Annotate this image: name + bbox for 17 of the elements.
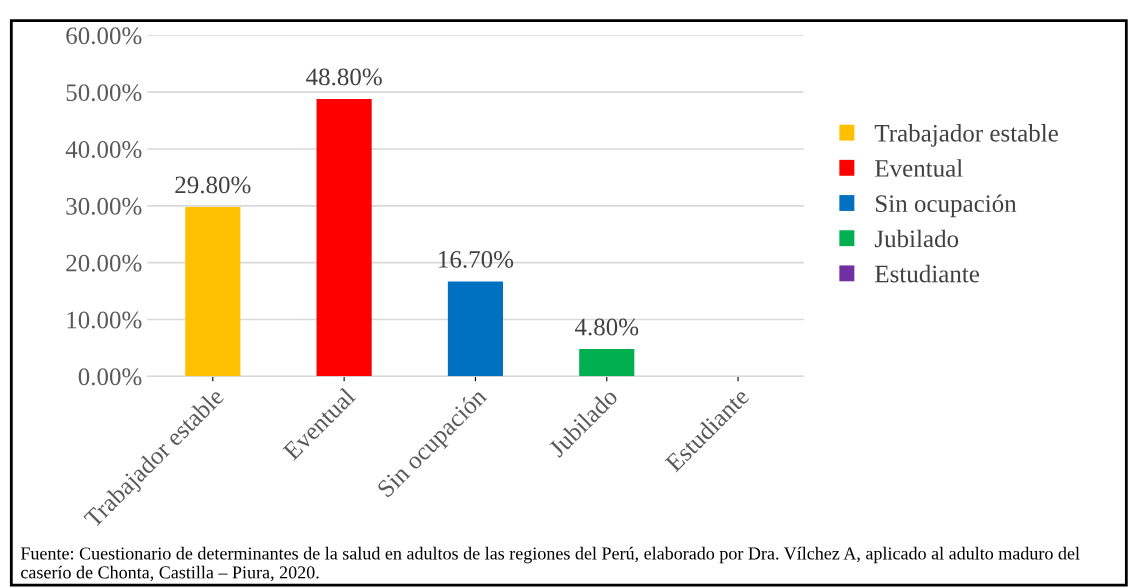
y-tick-label: 0.00% xyxy=(78,368,142,386)
y-tick-label: 40.00% xyxy=(65,141,142,158)
y-tick-label: 10.00% xyxy=(67,311,142,329)
legend-label: Estudiante xyxy=(875,264,980,283)
data-label: 16.70% xyxy=(439,250,514,268)
data-label: 48.80% xyxy=(306,68,382,86)
y-tick-label: 60.00% xyxy=(66,27,142,45)
legend-label: Jubilado xyxy=(874,229,959,248)
source-note: Fuente: Cuestionario de determinantes de la salud en adultos de las regiones del Perú, elaborado por Dra. Vílchez A, aplicado al adulto maduro del caserío de Chonta, Castilla – Piura, 2020. xyxy=(20,546,1080,582)
legend-label: Trabajador estable xyxy=(874,124,1058,147)
y-tick-label: 50.00% xyxy=(66,84,142,102)
data-label: 4.80% xyxy=(574,318,639,336)
y-tick-label: 30.00% xyxy=(66,197,142,215)
y-tick-label: 20.00% xyxy=(66,254,142,272)
data-label: 29.80% xyxy=(175,176,251,194)
legend-label: Sin ocupación xyxy=(876,194,1017,218)
legend-label: Eventual xyxy=(875,159,963,177)
